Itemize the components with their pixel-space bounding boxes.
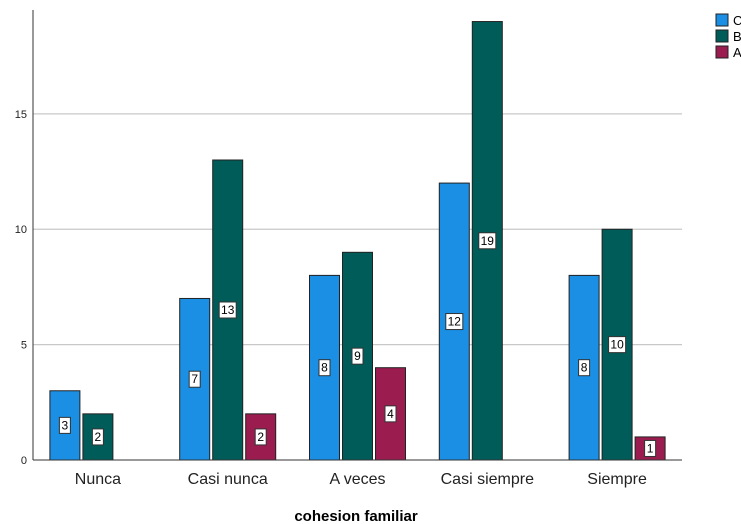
legend-label: C bbox=[733, 13, 741, 28]
x-tick-label: A veces bbox=[329, 471, 385, 488]
bar bbox=[568, 274, 600, 461]
x-tick-label: Nunca bbox=[75, 471, 121, 488]
legend: CBA bbox=[715, 13, 741, 60]
data-label: 7 bbox=[191, 372, 198, 386]
data-label-box bbox=[58, 416, 71, 434]
bars bbox=[49, 21, 666, 461]
data-label-box bbox=[91, 428, 104, 446]
data-label-box bbox=[644, 439, 657, 457]
data-label-box bbox=[608, 336, 627, 354]
legend-label: A bbox=[733, 45, 741, 60]
data-labels: 3 2 7 13 2 8 9 4 12 19 8 10 1 bbox=[58, 232, 657, 457]
data-label: 4 bbox=[387, 407, 394, 421]
data-label: 13 bbox=[221, 303, 235, 317]
y-axis: 0 5 10 15 bbox=[15, 10, 34, 467]
bar bbox=[179, 297, 211, 461]
y-tick-label: 15 bbox=[15, 109, 27, 121]
legend-label: B bbox=[733, 29, 741, 44]
data-label: 2 bbox=[257, 430, 264, 444]
x-tick-label: Casi nunca bbox=[188, 471, 268, 488]
x-tick-label: Siempre bbox=[587, 471, 647, 488]
legend-swatch bbox=[715, 29, 729, 43]
data-label: 12 bbox=[448, 315, 462, 329]
y-tick-label: 5 bbox=[21, 340, 27, 352]
data-label: 3 bbox=[62, 418, 69, 432]
y-tick-label: 10 bbox=[15, 224, 27, 236]
data-label: 1 bbox=[647, 441, 654, 455]
data-label-box bbox=[445, 313, 464, 331]
legend-swatch bbox=[715, 45, 729, 59]
data-label: 2 bbox=[95, 430, 102, 444]
data-label-box bbox=[478, 232, 497, 250]
data-label-box bbox=[254, 428, 267, 446]
data-label: 8 bbox=[581, 361, 588, 375]
data-label-box bbox=[218, 301, 237, 319]
y-tick-label: 0 bbox=[21, 455, 27, 467]
data-label-box bbox=[351, 347, 364, 365]
data-label: 19 bbox=[481, 234, 495, 248]
data-label-box bbox=[318, 359, 331, 377]
data-label-box bbox=[578, 359, 591, 377]
data-label: 9 bbox=[354, 349, 361, 363]
data-label: 10 bbox=[610, 338, 624, 352]
x-tick-label: Casi siempre bbox=[441, 471, 534, 488]
x-axis: Nunca Casi nunca A veces Casi siempre Siempr… bbox=[33, 459, 682, 488]
data-label-box bbox=[384, 405, 397, 423]
data-label: 8 bbox=[321, 361, 328, 375]
legend-swatch bbox=[715, 13, 729, 27]
data-label-box bbox=[188, 370, 201, 388]
x-axis-title: cohesion familiar bbox=[294, 508, 418, 524]
